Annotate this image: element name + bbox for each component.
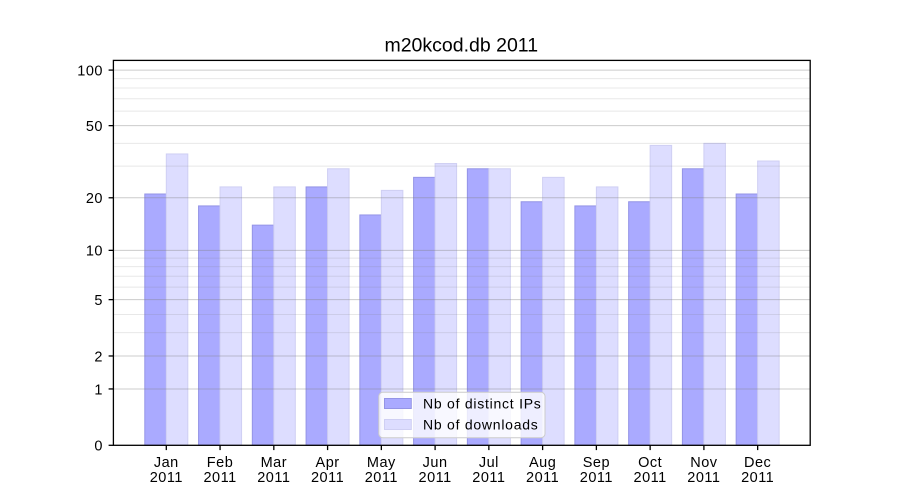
svg-text:2011: 2011 — [419, 470, 452, 486]
svg-text:0: 0 — [94, 439, 103, 455]
svg-text:10: 10 — [86, 244, 103, 260]
svg-text:2011: 2011 — [365, 470, 398, 486]
svg-text:Feb: Feb — [207, 455, 234, 471]
svg-text:50: 50 — [86, 119, 103, 135]
svg-text:2: 2 — [94, 349, 103, 365]
svg-text:Nb of distinct IPs: Nb of distinct IPs — [423, 395, 542, 411]
svg-text:100: 100 — [77, 63, 103, 79]
svg-text:Oct: Oct — [638, 455, 662, 471]
svg-text:Nov: Nov — [690, 455, 718, 471]
svg-text:Jul: Jul — [479, 455, 499, 471]
svg-text:2011: 2011 — [472, 470, 505, 486]
svg-text:Nb of downloads: Nb of downloads — [423, 417, 539, 433]
svg-text:2011: 2011 — [526, 470, 559, 486]
svg-text:1: 1 — [94, 382, 103, 398]
svg-text:2011: 2011 — [150, 470, 183, 486]
svg-text:Aug: Aug — [529, 455, 556, 471]
svg-text:2011: 2011 — [634, 470, 667, 486]
svg-text:Jun: Jun — [423, 455, 448, 471]
svg-text:2011: 2011 — [687, 470, 720, 486]
svg-text:2011: 2011 — [257, 470, 290, 486]
svg-text:Apr: Apr — [316, 455, 340, 471]
svg-text:m20kcod.db 2011: m20kcod.db 2011 — [384, 35, 538, 57]
svg-text:Mar: Mar — [261, 455, 287, 471]
svg-text:2011: 2011 — [741, 470, 774, 486]
svg-text:2011: 2011 — [580, 470, 613, 486]
svg-text:5: 5 — [94, 293, 103, 309]
svg-text:Dec: Dec — [744, 455, 771, 471]
svg-text:May: May — [367, 455, 396, 471]
svg-text:Jan: Jan — [154, 455, 179, 471]
svg-text:2011: 2011 — [311, 470, 344, 486]
svg-text:2011: 2011 — [203, 470, 236, 486]
svg-text:Sep: Sep — [583, 455, 610, 471]
svg-text:20: 20 — [86, 191, 103, 207]
